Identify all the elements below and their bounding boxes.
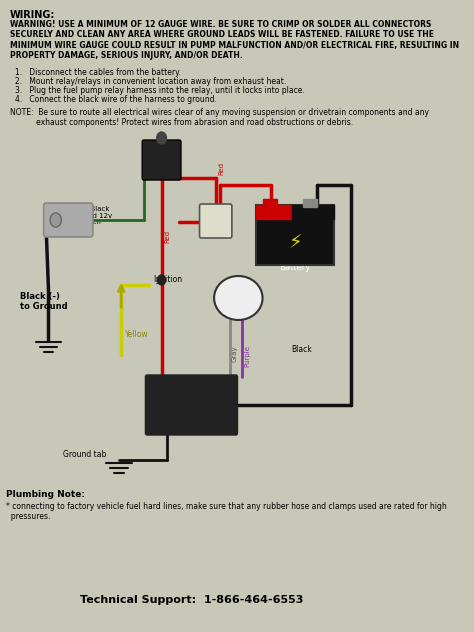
Text: Ignition Switch: Ignition Switch [49, 219, 101, 225]
Text: 15A
Fuse: 15A Fuse [207, 210, 225, 229]
Text: Black: Black [291, 345, 311, 354]
Text: 4.   Connect the black wire of the harness to ground.: 4. Connect the black wire of the harness… [15, 95, 217, 104]
Bar [303, 199, 318, 207]
Text: 1.   Disconnect the cables from the battery.: 1. Disconnect the cables from the batter… [15, 68, 181, 77]
Bar [263, 199, 277, 207]
Text: Purple: Purple [244, 345, 250, 367]
Text: Red: Red [164, 230, 170, 243]
Text: Red: Red [218, 162, 224, 175]
Text: Ground tab: Ground tab [63, 450, 107, 459]
Bar [256, 205, 292, 219]
FancyBboxPatch shape [44, 203, 93, 237]
Text: Black (-)
to Ground: Black (-) to Ground [20, 292, 68, 312]
Text: * connecting to factory vehicle fuel hard lines, make sure that any rubber hose : * connecting to factory vehicle fuel har… [7, 502, 447, 521]
Text: -: - [308, 199, 312, 209]
FancyBboxPatch shape [142, 140, 181, 180]
Circle shape [50, 213, 62, 227]
Text: WIRING:: WIRING: [9, 10, 55, 20]
Text: 3.   Plug the fuel pump relay harness into the relay, until it locks into place.: 3. Plug the fuel pump relay harness into… [15, 86, 304, 95]
Text: Green/Black
Switched 12v: Green/Black Switched 12v [65, 206, 112, 219]
Text: Relay: Relay [151, 157, 172, 166]
Circle shape [157, 275, 165, 285]
Text: NOTE:  Be sure to route all electrical wires clear of any moving suspension or d: NOTE: Be sure to route all electrical wi… [9, 108, 428, 128]
Circle shape [157, 132, 166, 144]
Text: +: + [265, 199, 274, 209]
Text: ⚡: ⚡ [288, 233, 302, 253]
Text: 2.   Mount relay/relays in convenient location away from exhaust heat.: 2. Mount relay/relays in convenient loca… [15, 77, 286, 86]
FancyBboxPatch shape [200, 204, 232, 238]
Text: Battery: Battery [279, 263, 310, 272]
Text: Technical Support:  1-866-464-6553: Technical Support: 1-866-464-6553 [80, 595, 303, 605]
Bar [292, 205, 334, 219]
Text: Ignition: Ignition [154, 275, 182, 284]
Text: Plumbing Note:: Plumbing Note: [7, 490, 85, 499]
FancyBboxPatch shape [256, 205, 334, 265]
FancyBboxPatch shape [146, 375, 237, 435]
Text: Fuel Pump: Fuel Pump [170, 404, 213, 413]
Text: Gray: Gray [232, 345, 238, 362]
Text: Vehicle
Gauge: Vehicle Gauge [225, 288, 252, 308]
Text: WARNING! USE A MINIMUM OF 12 GAUGE WIRE. BE SURE TO CRIMP OR SOLDER ALL CONNECTO: WARNING! USE A MINIMUM OF 12 GAUGE WIRE.… [9, 20, 459, 60]
Ellipse shape [214, 276, 263, 320]
Text: Yellow: Yellow [125, 330, 149, 339]
